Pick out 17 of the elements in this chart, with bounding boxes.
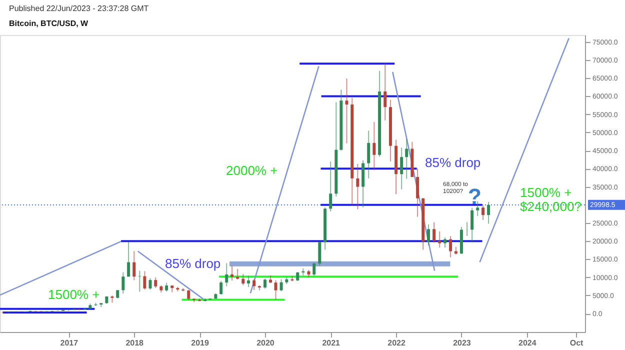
chart-title: Bitcoin, BTC/USD, W (9, 19, 89, 28)
annotation: ? (468, 184, 482, 209)
x-tick-label: 2018 (126, 338, 144, 348)
annotation: 2000% + (226, 163, 278, 178)
x-tick-label: 2024 (518, 338, 537, 348)
x-tick-label: 2020 (256, 338, 275, 348)
annotation: 1500% + (48, 287, 100, 302)
x-tick-label: 2019 (191, 338, 210, 348)
annotation: 1500% + $240,000? (520, 185, 582, 214)
annotation: 85% drop (425, 155, 481, 170)
x-tick-label: 2021 (322, 338, 341, 348)
annotation: 85% drop (165, 256, 221, 271)
chart-subtitle: Published 22/Jun/2023 - 23:37:28 GMT (9, 4, 149, 13)
x-tick-label: 2017 (60, 338, 79, 348)
x-tick-label: 2022 (388, 338, 406, 348)
x-tick-label: 2023 (453, 338, 472, 348)
x-tick-label: Oct (570, 338, 584, 348)
